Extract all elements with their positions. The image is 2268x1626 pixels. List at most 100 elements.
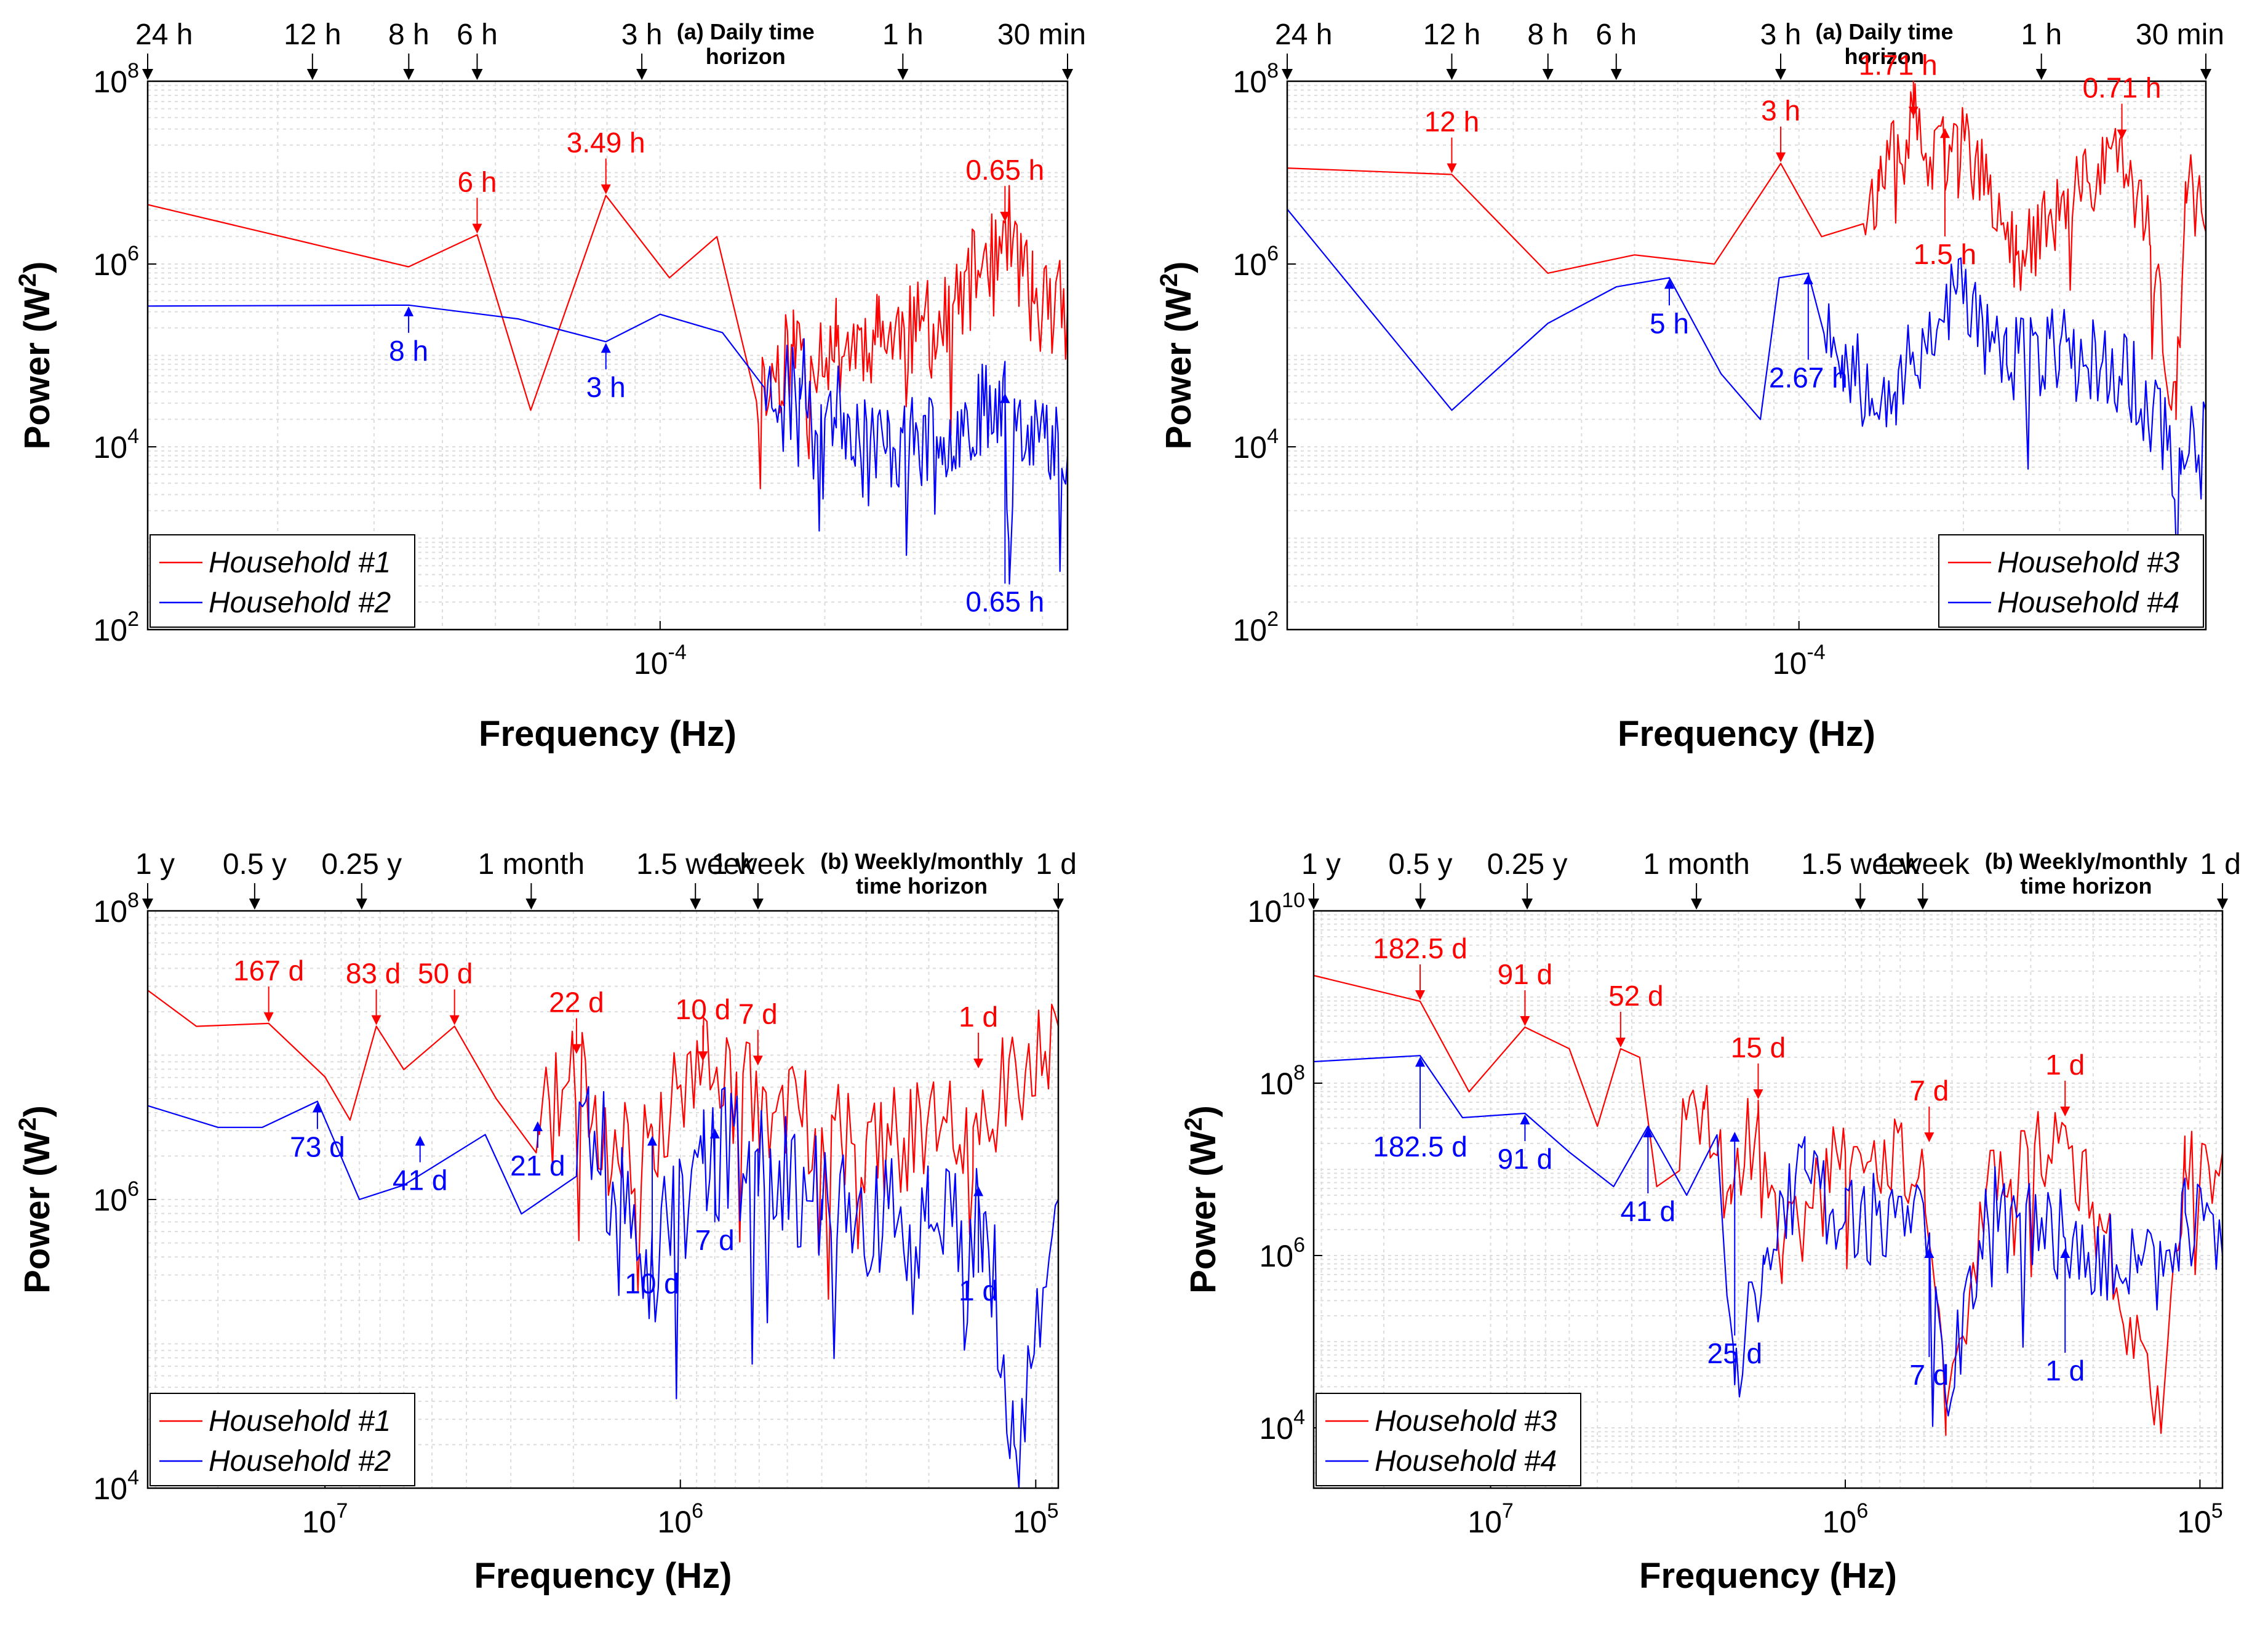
series-line-1: [1313, 974, 2224, 1436]
annotation: 41 d: [1621, 1127, 1676, 1227]
annotation: 0.65 h: [965, 154, 1044, 222]
annotation-label: 41 d: [1621, 1195, 1676, 1227]
top-tick-label: 3 h: [621, 18, 663, 51]
annotation: 7 d: [738, 998, 778, 1066]
annotation: 5 h: [1650, 279, 1689, 339]
x-axis-title: Frequency (Hz): [474, 1556, 732, 1596]
annotation: 15 d: [1731, 1031, 1786, 1099]
annotation: 25 d: [1707, 1132, 1763, 1369]
top-tick-label: 6 h: [457, 18, 498, 51]
annotation-label: 52 d: [1608, 980, 1664, 1012]
annotation-arrowhead: [1730, 1132, 1740, 1142]
annotation-label: 1 d: [2045, 1355, 2085, 1387]
annotation-label: 182.5 d: [1373, 932, 1467, 964]
y-tick-label: 106: [93, 242, 139, 282]
annotation: 73 d: [290, 1102, 345, 1163]
annotation-label: 21 d: [510, 1150, 565, 1182]
series-line-1: [147, 990, 1060, 1300]
annotation-label: 3 h: [1761, 95, 1800, 127]
x-tick-label: 10-4: [634, 641, 687, 681]
annotation-arrowhead: [1415, 990, 1426, 1000]
y-tick-label: 106: [93, 1177, 139, 1217]
panel-note: horizon: [1844, 44, 1924, 69]
x-tick-label: 107: [1467, 1499, 1514, 1539]
grid: [148, 911, 1058, 1489]
top-tick-arrow: [1855, 899, 1866, 910]
annotation-arrowhead: [1520, 1016, 1530, 1026]
y-tick-label: 102: [93, 607, 139, 647]
annotation-label: 0.65 h: [965, 585, 1044, 617]
annotation-arrowhead: [2117, 129, 2127, 140]
y-axis-title: Power (W2): [1156, 262, 1199, 450]
annotation-label: 25 d: [1707, 1337, 1763, 1369]
x-tick-label: 105: [2177, 1499, 2223, 1539]
annotation: 182.5 d: [1373, 1057, 1467, 1163]
annotation-arrowhead: [1664, 279, 1674, 289]
annotation-arrowhead: [1803, 274, 1813, 284]
annotation: 182.5 d: [1373, 932, 1467, 1000]
annotation: 21 d: [510, 1121, 565, 1182]
top-tick-arrow: [356, 899, 367, 910]
top-tick-arrow: [897, 69, 909, 80]
annotation-label: 15 d: [1731, 1031, 1786, 1063]
top-tick-label: 30 min: [2136, 18, 2224, 51]
chart-panel-b1: 104 106 108 107 106 105 Frequency (Hz) Power (W…: [14, 848, 1077, 1596]
annotation-label: 50 d: [418, 958, 473, 990]
panel-note: (b) Weekly/monthly: [820, 849, 1023, 874]
top-tick-label: 1 y: [1301, 848, 1341, 881]
legend: Household #3 Household #4: [1316, 1393, 1581, 1486]
annotation-arrowhead: [371, 1015, 381, 1025]
annotation-arrowhead: [647, 1135, 658, 1146]
legend-box: [150, 1393, 415, 1486]
top-tick-label: 1 h: [882, 18, 924, 51]
annotation-arrowhead: [709, 1128, 720, 1139]
top-tick-label: 1 d: [1036, 848, 1077, 881]
y-tick-label: 1010: [1248, 889, 1305, 929]
top-tick-arrow: [2200, 69, 2211, 80]
top-tick-arrow: [525, 899, 537, 910]
annotation-arrowhead: [532, 1121, 543, 1132]
panel-note: (a) Daily time: [1815, 19, 1953, 44]
annotation-arrowhead: [1939, 128, 1950, 138]
annotation: 41 d: [393, 1135, 447, 1196]
top-tick-arrow: [471, 69, 483, 80]
annotation: 50 d: [418, 958, 473, 1025]
y-tick-label: 104: [1232, 425, 1279, 465]
annotation: 3.49 h: [567, 127, 645, 194]
annotation-arrowhead: [1753, 1089, 1763, 1099]
annotation: 91 d: [1498, 958, 1552, 1026]
top-tick-label: 1 y: [135, 848, 175, 881]
top-tick-label: 1 d: [2200, 848, 2241, 881]
annotation-arrowhead: [2060, 1248, 2070, 1258]
annotation: 1 d: [2045, 1248, 2085, 1387]
axes-box: [146, 80, 1069, 631]
panel-note: horizon: [706, 44, 786, 69]
annotation: 0.71 h: [2083, 72, 2161, 140]
annotation-label: 1.5 h: [1914, 238, 1976, 270]
annotation-label: 22 d: [549, 987, 604, 1019]
annotation-arrowhead: [472, 223, 482, 234]
annotation-arrowhead: [1447, 163, 1457, 174]
series-line-1: [147, 185, 1069, 490]
annotation-label: 7 d: [1909, 1359, 1949, 1391]
top-tick-label: 3 h: [1760, 18, 1802, 51]
top-tick-label: 1.5 week: [636, 848, 755, 881]
top-tick-label: 0.25 y: [1487, 848, 1568, 881]
annotation-label: 73 d: [290, 1131, 345, 1163]
x-axis-title: Frequency (Hz): [1618, 714, 1875, 754]
annotation-arrowhead: [1000, 393, 1010, 403]
legend: Household #1 Household #2: [150, 534, 415, 628]
top-tick-arrow: [1053, 899, 1064, 910]
annotation-arrowhead: [2060, 1107, 2070, 1116]
annotation-arrowhead: [263, 1012, 274, 1022]
annotation-label: 3 h: [586, 371, 626, 403]
top-tick-label: 8 h: [1527, 18, 1568, 51]
annotation: 1.5 h: [1914, 128, 1976, 270]
top-tick-arrow: [752, 899, 764, 910]
x-tick-label: 106: [1823, 1499, 1869, 1539]
annotation-arrowhead: [973, 1058, 984, 1068]
top-tick-arrow: [1775, 69, 1787, 80]
top-tick-label: 6 h: [1595, 18, 1637, 51]
annotation: 8 h: [389, 306, 428, 367]
